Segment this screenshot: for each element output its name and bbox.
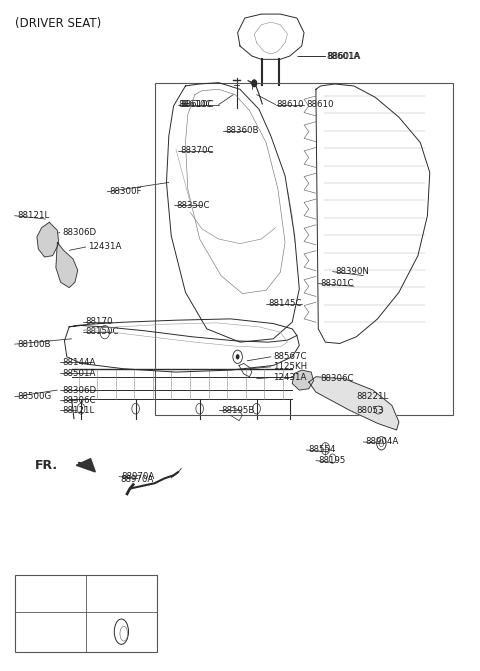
Text: 88221L: 88221L: [356, 393, 388, 401]
Text: 88567C: 88567C: [273, 352, 307, 361]
Text: 88610: 88610: [306, 100, 334, 109]
Text: 88170: 88170: [86, 317, 113, 326]
Text: 88150C: 88150C: [86, 327, 120, 336]
Text: 88144A: 88144A: [62, 358, 96, 366]
Text: 88601A: 88601A: [326, 52, 360, 60]
Text: 88970A: 88970A: [121, 472, 155, 481]
Circle shape: [252, 80, 257, 87]
Text: 88370C: 88370C: [180, 146, 214, 155]
Text: 88121L: 88121L: [17, 211, 49, 220]
Text: 1125KH: 1125KH: [273, 362, 307, 371]
Text: FR.: FR.: [35, 459, 58, 472]
Polygon shape: [309, 376, 399, 430]
Bar: [14, 575, 157, 652]
Text: 88610C: 88610C: [180, 100, 214, 109]
Text: 88100B: 88100B: [17, 340, 50, 349]
Text: 88390N: 88390N: [335, 267, 369, 276]
Text: 88306D: 88306D: [62, 386, 96, 395]
Polygon shape: [37, 222, 59, 257]
Text: 88601A: 88601A: [328, 52, 361, 60]
Bar: [155, 83, 454, 415]
Polygon shape: [292, 370, 313, 390]
Text: 88145C: 88145C: [268, 299, 302, 308]
Text: 85854A: 85854A: [104, 589, 139, 598]
Text: 88195B: 88195B: [221, 405, 254, 415]
Text: 88300F: 88300F: [109, 187, 142, 196]
Polygon shape: [56, 242, 78, 288]
Text: 88360B: 88360B: [226, 126, 259, 135]
Text: 88195: 88195: [318, 456, 346, 465]
Text: 88610C: 88610C: [179, 100, 212, 109]
Text: 88350C: 88350C: [176, 201, 209, 209]
Text: 88053: 88053: [356, 405, 384, 415]
Text: 1243DB: 1243DB: [32, 589, 68, 598]
Text: 88554: 88554: [309, 446, 336, 454]
Circle shape: [236, 354, 240, 360]
Text: 88306C: 88306C: [62, 395, 96, 405]
Text: 88500G: 88500G: [17, 393, 51, 401]
Text: (DRIVER SEAT): (DRIVER SEAT): [14, 17, 101, 30]
Text: 88306D: 88306D: [62, 228, 96, 237]
Text: 88970A: 88970A: [120, 475, 154, 484]
Text: 12431A: 12431A: [88, 242, 121, 252]
Polygon shape: [76, 458, 96, 472]
Text: 88121L: 88121L: [62, 405, 95, 415]
Text: 12431A: 12431A: [273, 373, 307, 382]
Text: 88610: 88610: [276, 100, 304, 109]
Text: 88306C: 88306C: [321, 374, 354, 383]
Text: 88501A: 88501A: [62, 369, 96, 378]
Text: 88301C: 88301C: [321, 279, 354, 288]
Text: 88904A: 88904A: [366, 437, 399, 446]
